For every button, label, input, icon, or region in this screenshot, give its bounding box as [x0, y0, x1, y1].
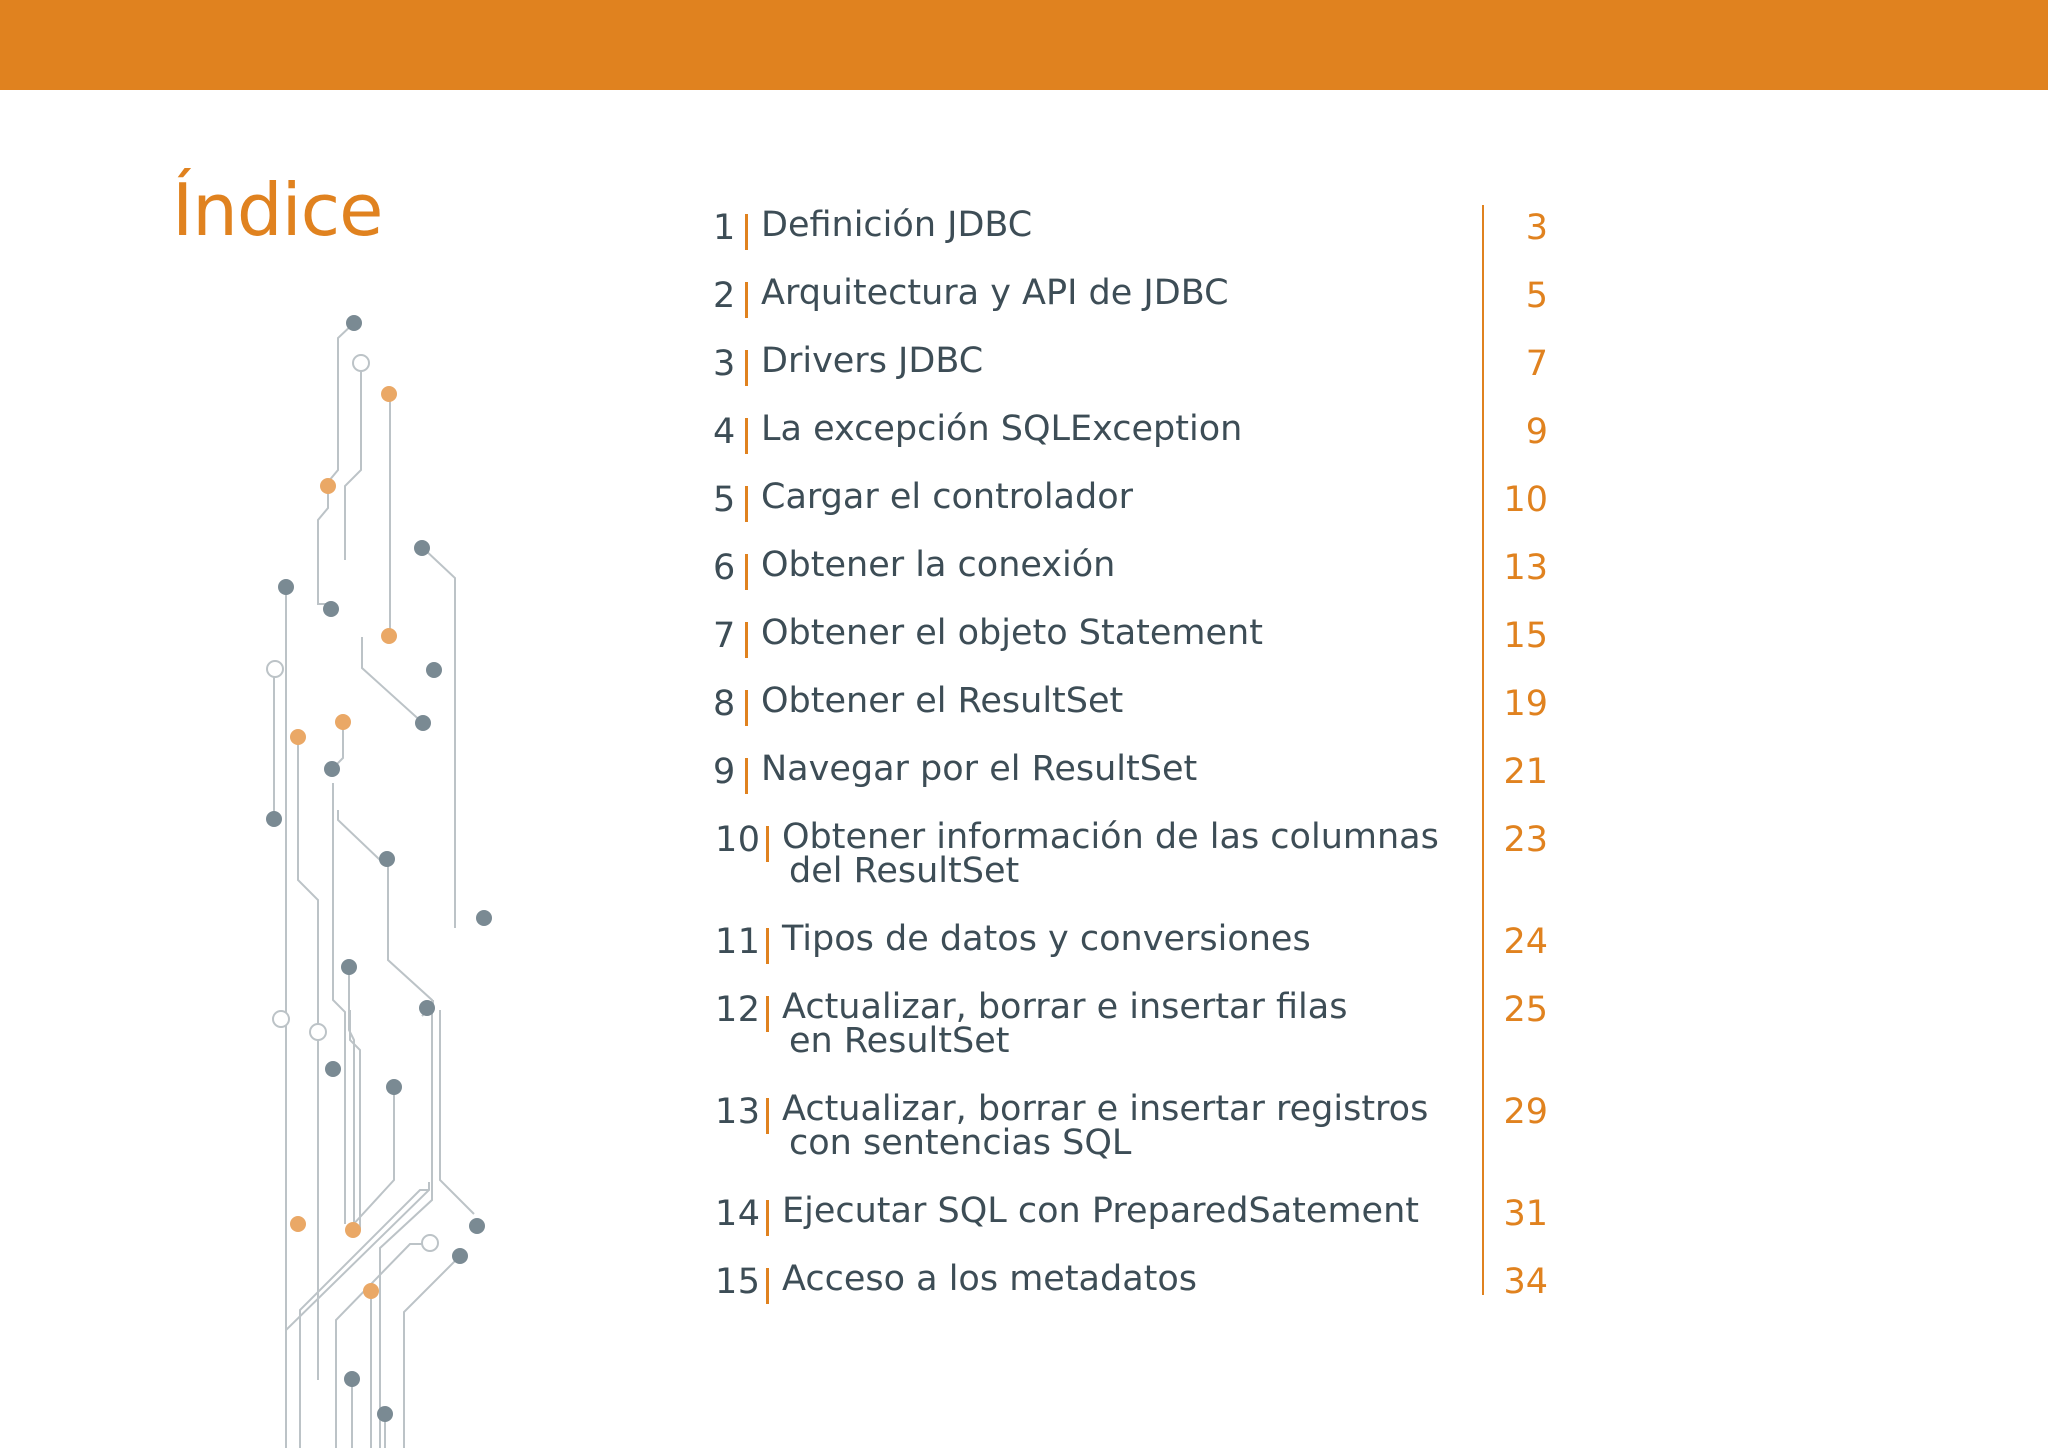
toc-separator [745, 486, 748, 522]
toc-page-number[interactable]: 25 [1503, 990, 1548, 1030]
toc-page-number[interactable]: 19 [1503, 684, 1548, 724]
toc-entry-title-line1: Cargar el controlador [761, 477, 1134, 517]
toc-entry-title-line1: Obtener información de las columnas [782, 817, 1439, 857]
toc-page-number[interactable]: 24 [1503, 922, 1548, 962]
toc-separator [766, 1098, 769, 1134]
toc-entry-title-line1: Drivers JDBC [761, 341, 984, 381]
toc-separator [766, 1200, 769, 1236]
toc-separator [766, 996, 769, 1032]
toc-entry-number: 11 [715, 922, 761, 962]
toc-entry-title[interactable]: Actualizar, borrar e insertar registros c… [782, 1089, 1429, 1163]
toc-entry-title-line1: Arquitectura y API de JDBC [761, 273, 1229, 313]
toc-entry-title[interactable]: Ejecutar SQL con PreparedSatement [782, 1191, 1419, 1231]
toc-entry-title-line1: Actualizar, borrar e insertar registros [782, 1089, 1429, 1129]
toc-entry-title-line1: Obtener el ResultSet [761, 681, 1124, 721]
toc-entry-number: 15 [715, 1262, 761, 1302]
toc-entry-title-line2: con sentencias SQL [789, 1123, 1132, 1163]
toc-entry-title[interactable]: Actualizar, borrar e insertar filas en Re… [782, 987, 1348, 1061]
toc-page-number[interactable]: 34 [1503, 1262, 1548, 1302]
toc-separator [745, 690, 748, 726]
toc-separator [745, 554, 748, 590]
toc-page-number[interactable]: 9 [1525, 412, 1548, 452]
toc-entry-title-line1: La excepción SQLException [761, 409, 1243, 449]
toc-entry-title[interactable]: Acceso a los metadatos [782, 1259, 1198, 1299]
toc-separator [745, 758, 748, 794]
toc-entry-number: 6 [713, 548, 736, 588]
toc-entry-title[interactable]: Obtener información de las columnas del R… [782, 817, 1439, 891]
toc-page-number[interactable]: 31 [1503, 1194, 1548, 1234]
toc-entry-number: 9 [713, 752, 736, 792]
toc-separator [745, 350, 748, 386]
toc-entry-title[interactable]: Navegar por el ResultSet [761, 749, 1198, 789]
toc-entry-title[interactable]: Definición JDBC [761, 205, 1033, 245]
toc-entry-title-line2: del ResultSet [789, 851, 1020, 891]
toc-page-number[interactable]: 3 [1525, 208, 1548, 248]
toc-entry-title-line1: Tipos de datos y conversiones [782, 919, 1311, 959]
toc-entry-title-line1: Acceso a los metadatos [782, 1259, 1198, 1299]
toc-entry-title[interactable]: Drivers JDBC [761, 341, 984, 381]
toc-entry-number: 3 [713, 344, 736, 384]
toc-page-number[interactable]: 29 [1503, 1092, 1548, 1132]
toc-separator [745, 214, 748, 250]
toc-separator [745, 622, 748, 658]
toc-page-number[interactable]: 10 [1503, 480, 1548, 520]
toc-entry-number: 7 [713, 616, 736, 656]
toc-page-number[interactable]: 21 [1503, 752, 1548, 792]
table-of-contents: 1 Definición JDBC 3 2 Arquitectura y API de … [700, 0, 1600, 1448]
toc-entry-title[interactable]: Obtener la conexión [761, 545, 1116, 585]
toc-separator [766, 826, 769, 862]
toc-separator [766, 928, 769, 964]
toc-entry-title-line1: Definición JDBC [761, 205, 1033, 245]
toc-entry-number: 2 [713, 276, 736, 316]
toc-entry-title-line1: Actualizar, borrar e insertar filas [782, 987, 1348, 1027]
toc-entry-title-line2: en ResultSet [789, 1021, 1010, 1061]
page-column-divider [1482, 205, 1484, 1295]
toc-separator [745, 282, 748, 318]
toc-entry-title[interactable]: La excepción SQLException [761, 409, 1243, 449]
toc-entry-title-line1: Obtener la conexión [761, 545, 1116, 585]
toc-page-number[interactable]: 15 [1503, 616, 1548, 656]
toc-entry-number: 10 [715, 820, 761, 860]
toc-entry-number: 13 [715, 1092, 761, 1132]
toc-entry-title-line1: Navegar por el ResultSet [761, 749, 1198, 789]
toc-page-number[interactable]: 23 [1503, 820, 1548, 860]
toc-page-number[interactable]: 7 [1525, 344, 1548, 384]
toc-entry-number: 8 [713, 684, 736, 724]
toc-entry-number: 4 [713, 412, 736, 452]
toc-entry-title[interactable]: Tipos de datos y conversiones [782, 919, 1311, 959]
toc-separator [745, 418, 748, 454]
toc-entry-title[interactable]: Arquitectura y API de JDBC [761, 273, 1229, 313]
toc-separator [766, 1268, 769, 1304]
toc-page-number[interactable]: 5 [1525, 276, 1548, 316]
toc-page-number[interactable]: 13 [1503, 548, 1548, 588]
toc-entry-title[interactable]: Obtener el ResultSet [761, 681, 1124, 721]
toc-entry-title[interactable]: Obtener el objeto Statement [761, 613, 1263, 653]
toc-entry-number: 12 [715, 990, 761, 1030]
toc-entry-number: 1 [713, 208, 736, 248]
header-bar [0, 0, 2048, 90]
toc-entry-title[interactable]: Cargar el controlador [761, 477, 1134, 517]
toc-entry-title-line1: Ejecutar SQL con PreparedSatement [782, 1191, 1419, 1231]
toc-entry-number: 5 [713, 480, 736, 520]
toc-entry-title-line1: Obtener el objeto Statement [761, 613, 1263, 653]
page-title: Índice [172, 168, 383, 252]
toc-entry-number: 14 [715, 1194, 761, 1234]
